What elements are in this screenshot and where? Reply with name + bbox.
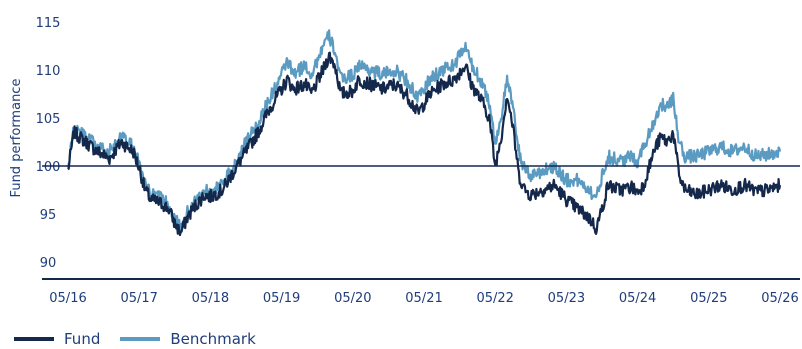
x-tick-label: 05/21 (405, 291, 442, 306)
legend-item-benchmark: Benchmark (120, 330, 256, 348)
y-tick-label: 95 (40, 208, 57, 223)
x-tick-label: 05/18 (192, 291, 229, 306)
y-axis-label: Fund performance (9, 79, 24, 198)
x-tick-label: 05/20 (334, 291, 371, 306)
x-tick-label: 05/22 (476, 291, 513, 306)
x-tick-label: 05/17 (120, 291, 157, 306)
y-tick-label: 100 (36, 160, 61, 175)
x-tick-label: 05/24 (619, 291, 656, 306)
x-tick-label: 05/26 (761, 291, 798, 306)
legend-item-fund: Fund (14, 330, 100, 348)
legend-swatch-fund (14, 337, 54, 341)
x-tick-label: 05/19 (263, 291, 300, 306)
x-tick-label: 05/16 (49, 291, 86, 306)
y-tick-label: 105 (36, 112, 61, 127)
y-tick-label: 90 (40, 256, 57, 271)
legend-label-fund: Fund (64, 330, 101, 348)
legend: Fund Benchmark (14, 330, 276, 348)
y-tick-label: 110 (36, 64, 61, 79)
series-line-fund (67, 51, 782, 237)
x-tick-label: 05/23 (548, 291, 585, 306)
x-tick-label: 05/25 (690, 291, 727, 306)
legend-label-benchmark: Benchmark (170, 330, 256, 348)
axes-layer: 90 95 100 105 110 115 05/16 05/17 05/18 05/19 05/2… (36, 16, 800, 306)
series-line-benchmark (66, 29, 782, 233)
series-layer (42, 29, 800, 237)
y-tick-label: 115 (36, 16, 61, 31)
legend-swatch-benchmark (120, 337, 161, 341)
